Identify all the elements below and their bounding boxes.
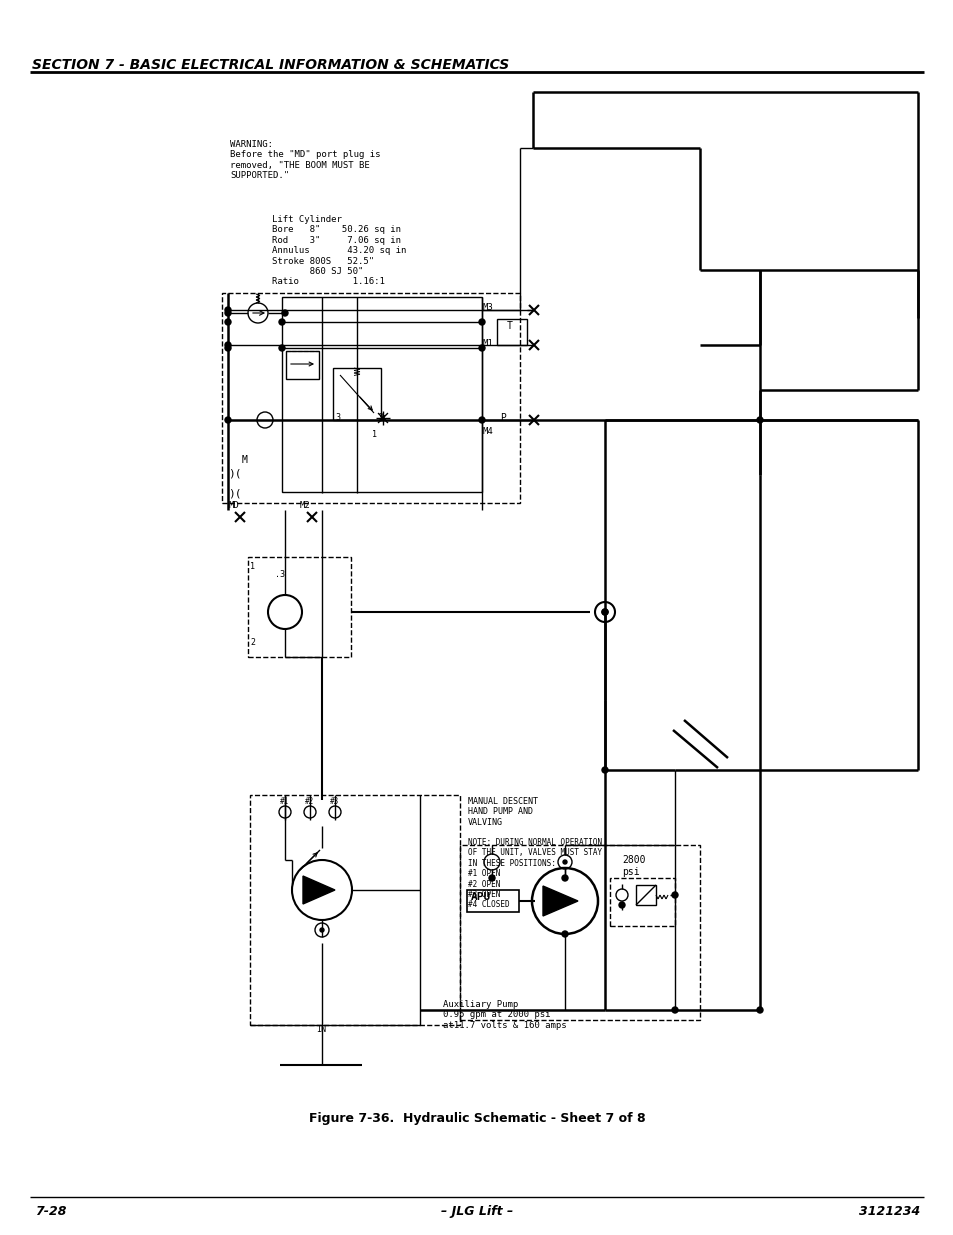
- Circle shape: [601, 609, 607, 615]
- Text: 2: 2: [377, 412, 382, 422]
- Circle shape: [225, 345, 231, 351]
- Bar: [333, 368, 380, 420]
- Bar: [636, 885, 656, 905]
- Text: )(: )(: [228, 488, 241, 498]
- Circle shape: [225, 308, 231, 312]
- Text: M4: M4: [482, 427, 494, 436]
- Text: Auxiliary Pump
0.95 gpm at 2000 psi
at11.7 volts & 160 amps: Auxiliary Pump 0.95 gpm at 2000 psi at11…: [442, 1000, 566, 1030]
- Circle shape: [282, 310, 288, 316]
- Text: 3: 3: [335, 412, 339, 422]
- Circle shape: [478, 319, 484, 325]
- Circle shape: [601, 767, 607, 773]
- Circle shape: [225, 319, 231, 325]
- Text: Lift Cylinder
Bore   8"    50.26 sq in
Rod    3"     7.06 sq in
Annulus       43: Lift Cylinder Bore 8" 50.26 sq in Rod 3"…: [272, 215, 406, 287]
- Polygon shape: [542, 885, 578, 916]
- Circle shape: [478, 417, 484, 424]
- Text: WARNING:
Before the "MD" port plug is
removed, "THE BOOM MUST BE
SUPPORTED.": WARNING: Before the "MD" port plug is re…: [230, 140, 380, 180]
- Text: NOTE: DURING NORMAL OPERATION
OF THE UNIT, VALVES MUST STAY
IN THESE POSITIONS:
: NOTE: DURING NORMAL OPERATION OF THE UNI…: [468, 839, 601, 909]
- Circle shape: [278, 319, 285, 325]
- Text: 1: 1: [372, 430, 376, 438]
- Polygon shape: [303, 876, 335, 904]
- Text: M1: M1: [482, 338, 494, 348]
- Bar: [282, 296, 481, 492]
- Text: 2800
psi: 2800 psi: [621, 855, 645, 877]
- Circle shape: [478, 345, 484, 351]
- Bar: [497, 319, 526, 345]
- Text: IN: IN: [315, 1025, 326, 1034]
- Text: #2: #2: [305, 797, 314, 806]
- Text: – JLG Lift –: – JLG Lift –: [440, 1205, 513, 1218]
- Text: MANUAL DESCENT
HAND PUMP AND
VALVING: MANUAL DESCENT HAND PUMP AND VALVING: [468, 797, 537, 826]
- Text: MD: MD: [229, 501, 239, 510]
- Bar: [609, 878, 675, 926]
- Circle shape: [562, 860, 566, 864]
- Text: 7-28: 7-28: [35, 1205, 67, 1218]
- Circle shape: [601, 609, 607, 615]
- Bar: [459, 845, 700, 1020]
- Circle shape: [671, 892, 678, 898]
- Circle shape: [757, 1007, 762, 1013]
- Circle shape: [561, 931, 567, 937]
- Circle shape: [225, 342, 231, 348]
- Circle shape: [278, 345, 285, 351]
- Circle shape: [225, 310, 231, 316]
- Text: M: M: [242, 454, 248, 466]
- Circle shape: [757, 417, 762, 424]
- Text: #3: #3: [330, 797, 339, 806]
- Text: Figure 7-36.  Hydraulic Schematic - Sheet 7 of 8: Figure 7-36. Hydraulic Schematic - Sheet…: [309, 1112, 644, 1125]
- Text: M3: M3: [482, 303, 494, 312]
- Bar: [222, 293, 519, 503]
- Bar: [250, 795, 459, 1025]
- Text: SECTION 7 - BASIC ELECTRICAL INFORMATION & SCHEMATICS: SECTION 7 - BASIC ELECTRICAL INFORMATION…: [32, 58, 509, 72]
- Text: #1: #1: [280, 797, 289, 806]
- Circle shape: [618, 902, 624, 908]
- Text: P: P: [499, 412, 505, 424]
- Bar: [286, 351, 318, 379]
- Text: .3: .3: [274, 571, 285, 579]
- Circle shape: [319, 927, 324, 932]
- Text: M2: M2: [299, 501, 311, 510]
- Circle shape: [671, 1007, 678, 1013]
- Bar: [248, 557, 351, 657]
- Circle shape: [561, 876, 567, 881]
- Text: 2: 2: [250, 638, 254, 647]
- Circle shape: [225, 417, 231, 424]
- Circle shape: [489, 876, 495, 881]
- Text: )(: )(: [228, 468, 241, 478]
- Bar: [467, 890, 518, 911]
- Text: 3121234: 3121234: [858, 1205, 919, 1218]
- Text: T: T: [506, 321, 513, 331]
- Text: APU: APU: [471, 892, 491, 902]
- Text: 1: 1: [250, 562, 254, 571]
